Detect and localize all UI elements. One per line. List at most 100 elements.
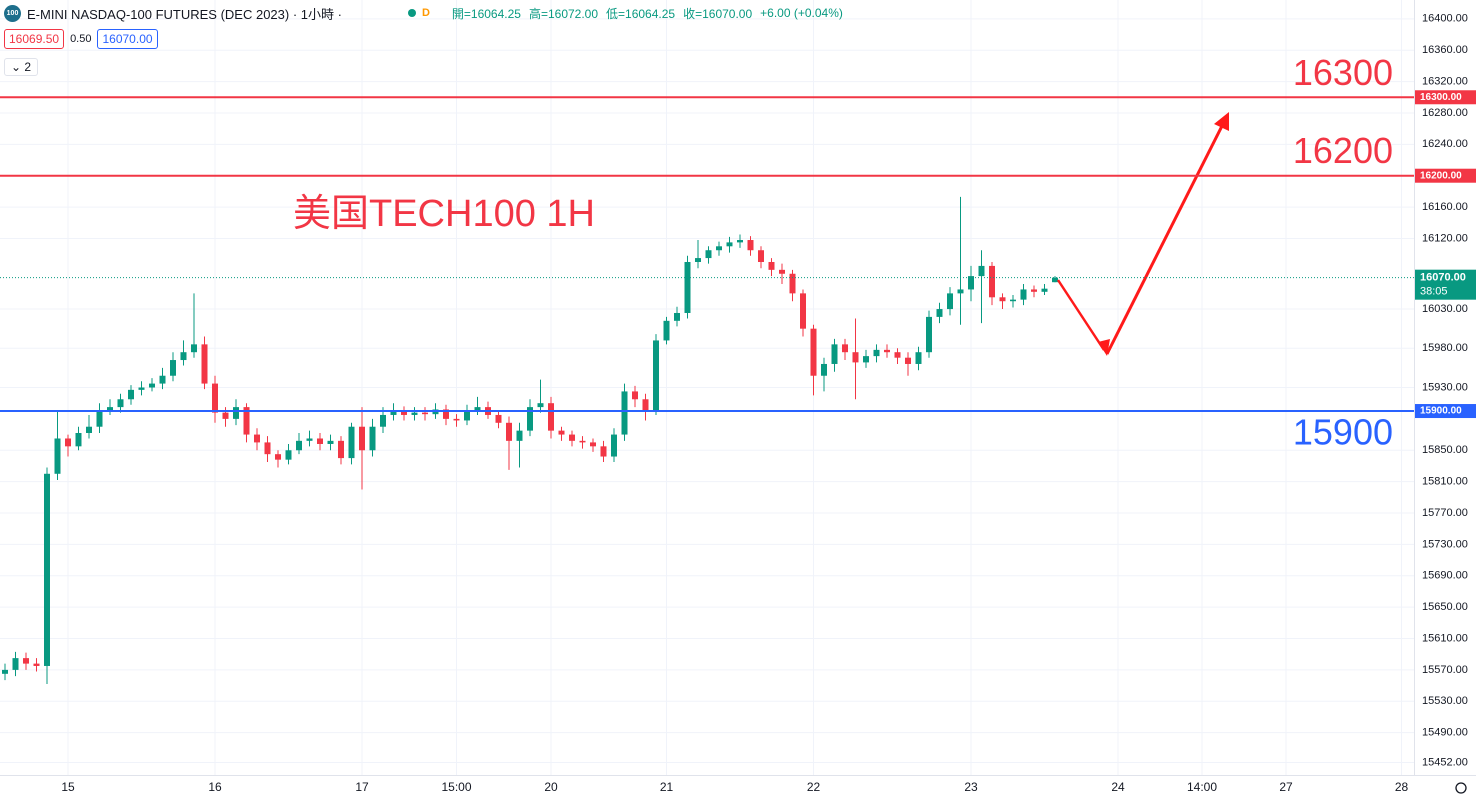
candle-body [506,422,512,441]
candle-body [842,344,848,353]
candle-body [138,387,145,390]
candle-body [663,320,670,341]
x-tick-label: 15 [61,780,75,794]
candle-body [54,438,61,474]
level-annotation: 16200 [1293,130,1393,171]
y-tick-label: 15690.00 [1422,570,1468,582]
candle-body [411,412,418,415]
candle-body [558,430,565,435]
candle-body [86,426,92,433]
bid-button[interactable]: 16069.50 [4,29,65,49]
candle-body [75,432,82,447]
level-price-box [1415,404,1476,419]
y-tick-label: 16320.00 [1422,75,1468,87]
x-tick-label: 27 [1279,780,1293,794]
candle-body [222,412,229,419]
quote-row: 16069.50 0.50 16070.00 [4,29,158,49]
candle-body [275,454,281,460]
y-tick-label: 16160.00 [1422,201,1468,213]
arrow-head [1214,112,1229,131]
candle-body [296,440,302,451]
x-tick-label: 21 [660,780,674,794]
candle-body [1031,289,1037,292]
candle-body [716,246,722,251]
candle-body [369,426,376,451]
level-annotation: 15900 [1293,412,1393,453]
candle-body [957,289,964,294]
candle-body [390,411,397,415]
candle-body [495,414,502,423]
candle-body [884,349,890,353]
level-annotation: 16300 [1293,52,1393,93]
x-tick-label: 15:00 [441,780,471,794]
y-tick-label: 16400.00 [1422,13,1468,25]
candle-body [464,411,470,421]
candle-body [810,328,817,376]
y-tick-label: 16360.00 [1422,44,1468,56]
candle-body [789,273,796,294]
candle-body [2,669,8,674]
x-tick-label: 14:00 [1187,780,1217,794]
candle-body [905,357,911,364]
candle-body [243,407,250,435]
candle-body [338,440,344,459]
x-tick-label: 20 [544,780,558,794]
candle-body [936,309,943,317]
chart-annotation: 美国TECH100 1H [293,193,595,235]
last-price-label: 16070.00 [1420,272,1466,284]
candle-body [201,344,208,384]
candle-body [726,242,733,247]
settings-icon[interactable] [1455,782,1467,794]
delay-badge: D [421,7,430,19]
y-tick-label: 16030.00 [1422,303,1468,315]
candle-body [947,293,953,310]
candle-body [684,261,691,313]
candle-body [894,352,901,358]
candle-body [800,293,806,329]
last-price-box [1415,269,1476,300]
candle-body [611,434,617,457]
arrow-down [1056,279,1106,351]
x-tick-label: 16 [208,780,222,794]
y-tick-label: 15810.00 [1422,476,1468,488]
candle-body [348,426,355,459]
candle-body [264,442,271,455]
countdown-label: 38:05 [1420,286,1448,298]
arrow-up [1105,121,1226,355]
symbol-header: 100 E-MINI NASDAQ-100 FUTURES (DEC 2023)… [4,4,845,22]
y-tick-label: 15650.00 [1422,601,1468,613]
y-tick-label: 15980.00 [1422,342,1468,354]
candle-body [600,446,607,457]
candle-body [621,391,628,435]
candle-body [170,360,176,376]
candle-body [12,658,19,670]
candle-body [191,344,197,353]
candle-body [768,261,775,270]
candle-body [747,240,754,251]
x-tick-label: 28 [1395,780,1409,794]
y-tick-label: 15770.00 [1422,507,1468,519]
y-tick-label: 15850.00 [1422,444,1468,456]
ask-button[interactable]: 16070.00 [97,29,158,49]
y-tick-label: 15730.00 [1422,538,1468,550]
candle-body [453,418,460,421]
candle-body [653,340,659,412]
level-price-label: 16200.00 [1420,170,1462,181]
candle-body [590,442,596,447]
candle-body [831,344,838,364]
candle-body [380,414,386,427]
ohlc-open: 開=16064.25 [451,6,521,21]
candle-body [33,663,40,666]
candle-body [44,473,50,666]
candle-body [579,440,586,443]
candle-body [779,269,785,274]
symbol-title[interactable]: E-MINI NASDAQ-100 FUTURES (DEC 2023) · 1… [27,6,342,22]
y-tick-label: 15452.00 [1422,756,1468,768]
candle-body [674,312,680,321]
candle-body [422,412,428,415]
candle-body [821,363,827,376]
candle-body [233,407,239,419]
indicator-toggle[interactable]: ⌄ 2 [4,58,39,76]
